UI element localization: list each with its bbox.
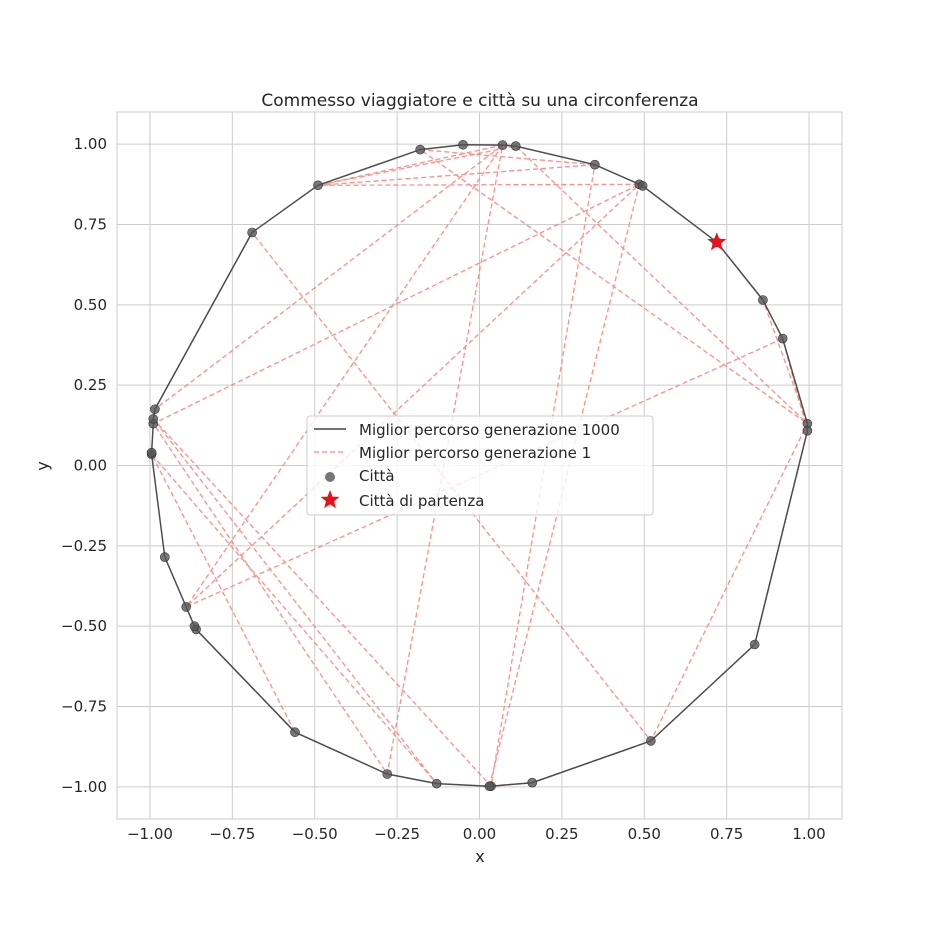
x-tick-label: 0.00 bbox=[463, 825, 496, 843]
city-point bbox=[189, 621, 200, 631]
y-tick-label: 0.00 bbox=[74, 457, 107, 475]
city-point bbox=[159, 552, 170, 562]
city-point bbox=[150, 404, 160, 415]
x-axis-label: x bbox=[475, 847, 484, 866]
x-tick-label: 1.00 bbox=[792, 825, 825, 843]
y-tick-label: −0.50 bbox=[61, 617, 107, 635]
legend-star-icon bbox=[320, 490, 340, 509]
best-path-generation-1000-line bbox=[150, 144, 809, 787]
y-tick-label: −1.00 bbox=[61, 778, 107, 796]
legend-dot-icon bbox=[325, 472, 335, 482]
city-point bbox=[749, 639, 760, 650]
legend-label-start: Città di partenza bbox=[359, 492, 484, 510]
city-point bbox=[646, 736, 656, 746]
x-tick-label: −0.25 bbox=[374, 825, 420, 843]
city-point bbox=[510, 141, 521, 151]
city-point bbox=[484, 781, 495, 792]
city-point bbox=[777, 333, 788, 344]
best-path-generation-1000 bbox=[150, 144, 809, 787]
city-point bbox=[148, 414, 159, 424]
plot-frame bbox=[116, 111, 843, 820]
city-point bbox=[527, 777, 538, 788]
city-point bbox=[247, 227, 257, 238]
y-axis-label: y bbox=[33, 461, 52, 470]
y-tick-label: −0.75 bbox=[61, 698, 107, 716]
y-tick-label: 0.25 bbox=[74, 376, 107, 394]
legend-label-cities: Città bbox=[359, 467, 395, 485]
city-point bbox=[290, 727, 300, 738]
city-point bbox=[758, 295, 768, 305]
city-point bbox=[802, 425, 813, 436]
city-point bbox=[458, 139, 468, 150]
x-tick-label: 0.75 bbox=[710, 825, 743, 843]
city-point bbox=[431, 778, 442, 789]
legend-label-best-final: Miglior percorso generazione 1000 bbox=[359, 421, 620, 439]
y-tick-label: 0.50 bbox=[74, 296, 107, 314]
start-city bbox=[707, 232, 727, 251]
start-city-star bbox=[707, 232, 727, 251]
x-tick-labels: −1.00 −0.75 −0.50 −0.25 0.00 0.25 0.50 0.75 1.00 bbox=[127, 825, 826, 843]
city-point bbox=[497, 140, 508, 150]
y-tick-label: 0.75 bbox=[74, 215, 107, 233]
legend: Miglior percorso generazione 1000 Miglio… bbox=[306, 415, 654, 516]
city-point bbox=[181, 602, 192, 612]
x-tick-label: 0.50 bbox=[628, 825, 661, 843]
city-point bbox=[415, 144, 425, 155]
x-tick-label: 0.25 bbox=[545, 825, 578, 843]
x-tick-label: −0.50 bbox=[292, 825, 338, 843]
city-point bbox=[590, 159, 600, 170]
y-tick-labels: −1.00 −0.75 −0.50 −0.25 0.00 0.25 0.50 0.75 1.00 bbox=[61, 135, 107, 796]
city-point bbox=[146, 447, 157, 458]
city-point bbox=[637, 181, 648, 191]
x-tick-label: −0.75 bbox=[209, 825, 255, 843]
y-tick-label: 1.00 bbox=[74, 135, 107, 153]
city-point bbox=[313, 180, 323, 191]
legend-label-best-first: Miglior percorso generazione 1 bbox=[359, 444, 591, 462]
chart-title: Commesso viaggiatore e città su una circ… bbox=[261, 91, 698, 111]
city-point bbox=[382, 769, 393, 779]
y-tick-label: −0.25 bbox=[61, 537, 107, 555]
x-tick-label: −1.00 bbox=[127, 825, 173, 843]
legend-box bbox=[306, 415, 654, 516]
